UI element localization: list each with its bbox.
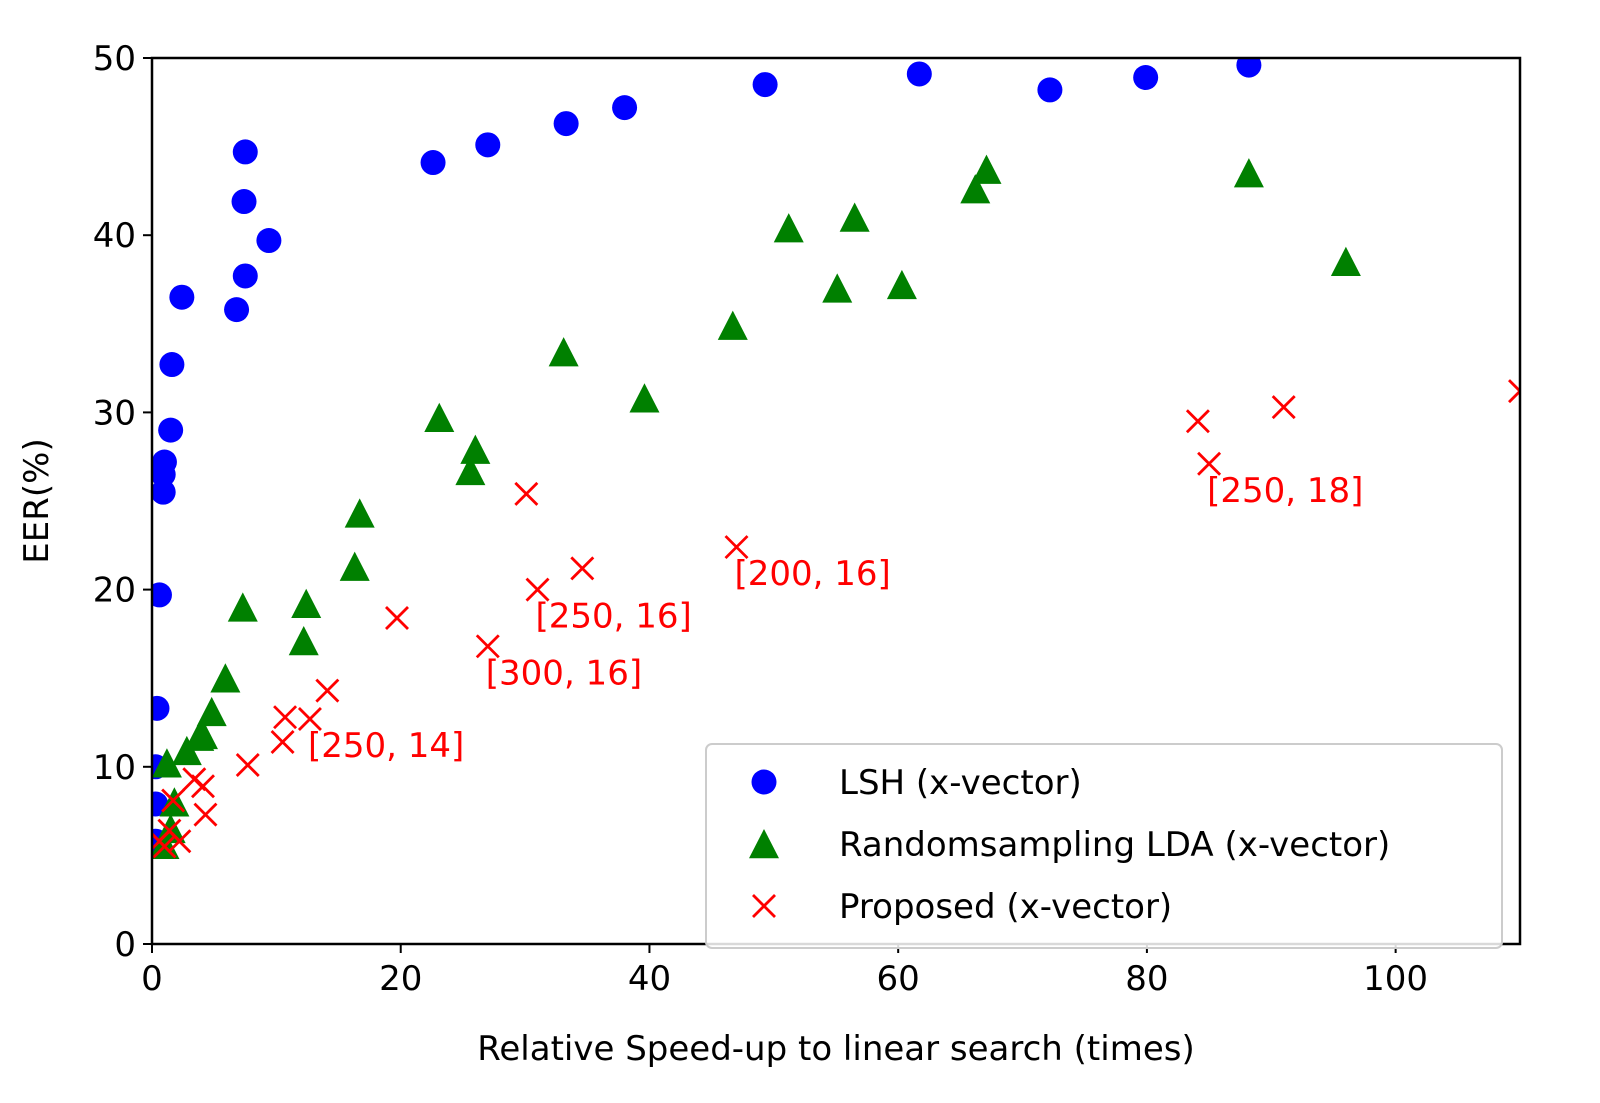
point-triangle-1-8 [210, 663, 241, 693]
point-triangle-1-1 [152, 748, 182, 778]
point-circle-0-11 [224, 297, 250, 323]
y-axis-label: EER(%) [17, 438, 57, 563]
plot-annotations: [250, 14] [300, 16] [250, 16] [200, 16] [250… [308, 471, 1363, 766]
point-x-2-7 [193, 802, 218, 827]
point-triangle-1-12 [339, 551, 370, 581]
point-x-2-3 [161, 788, 186, 813]
annotation-label-2: [250, 16] [536, 597, 692, 637]
point-circle-0-12 [232, 263, 258, 289]
point-triangle-1-26 [1233, 158, 1264, 188]
point-triangle-1-15 [455, 455, 486, 486]
point-circle-0-16 [420, 150, 446, 176]
point-circle-0-13 [231, 189, 257, 215]
point-triangle-1-18 [629, 383, 660, 413]
point-x-2-19 [1185, 409, 1210, 434]
annotation-label-4: [250, 18] [1207, 471, 1363, 511]
point-circle-0-14 [232, 139, 258, 165]
point-triangle-1-24 [960, 174, 991, 204]
legend-label-0: LSH (x-vector) [839, 763, 1082, 803]
point-triangle-1-10 [288, 625, 319, 656]
point-x-2-22 [1508, 379, 1520, 404]
y-tick-label-3: 30 [93, 393, 136, 433]
point-x-2-21 [1271, 395, 1296, 420]
point-circle-0-18 [553, 111, 579, 137]
point-circle-0-5 [152, 479, 176, 505]
legend-marker-0 [751, 769, 777, 795]
point-triangle-1-20 [773, 213, 804, 243]
legend-label-2: Proposed (x-vector) [839, 887, 1172, 927]
point-x-2-8 [235, 753, 260, 778]
x-tick-label-5: 100 [1363, 959, 1428, 999]
point-triangle-1-7 [196, 696, 227, 727]
point-x-2-1 [152, 834, 177, 859]
legend-label-1: Randomsampling LDA (x-vector) [839, 825, 1390, 865]
y-tick-label-4: 40 [93, 216, 136, 256]
point-circle-0-22 [1037, 77, 1063, 103]
point-x-2-16 [525, 577, 550, 602]
point-triangle-1-21 [822, 273, 853, 303]
y-tick-label-0: 0 [114, 925, 136, 965]
point-x-2-12 [315, 678, 340, 703]
point-x-2-14 [475, 634, 500, 659]
point-triangle-1-6 [187, 719, 218, 750]
point-triangle-1-14 [424, 402, 455, 432]
point-circle-0-21 [906, 61, 932, 87]
annotation-label-3: [200, 16] [735, 554, 891, 594]
point-triangle-1-23 [886, 269, 917, 300]
point-triangle-1-25 [971, 154, 1002, 184]
point-circle-0-8 [158, 417, 184, 443]
point-triangle-1-27 [1330, 246, 1361, 277]
x-tick-label-2: 40 [628, 959, 671, 999]
point-triangle-1-17 [548, 337, 579, 367]
point-x-2-18 [724, 535, 749, 560]
point-x-2-9 [270, 730, 295, 754]
point-triangle-1-9 [227, 592, 258, 622]
x-axis-label: Relative Speed-up to linear search (time… [477, 1029, 1194, 1069]
point-circle-0-17 [475, 132, 501, 158]
point-triangle-1-19 [717, 310, 748, 340]
annotation-label-1: [300, 16] [486, 653, 642, 693]
plot-points [152, 58, 1520, 860]
point-x-2-13 [385, 605, 409, 630]
point-circle-0-3 [152, 695, 170, 721]
point-triangle-1-13 [344, 498, 375, 528]
point-circle-0-15 [256, 228, 282, 254]
point-x-2-20 [1197, 451, 1222, 476]
x-tick-label-3: 60 [877, 959, 920, 999]
point-x-2-17 [570, 556, 595, 581]
point-circle-0-9 [159, 352, 185, 378]
point-triangle-1-11 [291, 588, 322, 619]
point-x-2-11 [297, 706, 322, 731]
point-circle-0-19 [612, 95, 638, 121]
legend-marker-1 [749, 829, 779, 859]
legend-box [705, 743, 1503, 949]
point-triangle-1-16 [460, 434, 491, 464]
point-triangle-1-22 [839, 202, 870, 232]
x-tick-label-0: 0 [141, 959, 163, 999]
annotation-label-0: [250, 14] [308, 726, 464, 766]
point-circle-0-7 [152, 449, 177, 475]
point-x-2-6 [190, 774, 215, 799]
point-circle-0-4 [152, 582, 172, 608]
point-x-2-10 [273, 705, 298, 730]
point-x-2-4 [167, 829, 192, 854]
legend: LSH (x-vector) Randomsampling LDA (x-vect… [705, 743, 1503, 949]
point-x-2-15 [514, 481, 539, 506]
legend-marker-2 [752, 894, 776, 918]
point-circle-0-24 [1236, 58, 1262, 78]
y-tick-label-1: 10 [93, 748, 136, 788]
x-tick-label-4: 80 [1125, 959, 1168, 999]
x-tick-label-1: 20 [379, 959, 422, 999]
y-tick-label-5: 50 [93, 39, 136, 79]
y-tick-label-2: 20 [93, 571, 136, 611]
point-circle-0-20 [752, 72, 778, 98]
axis-ticks: 0 20 40 60 80 100 0 10 20 30 40 50 [93, 39, 1428, 999]
point-circle-0-10 [169, 284, 195, 310]
point-circle-0-23 [1133, 64, 1159, 90]
